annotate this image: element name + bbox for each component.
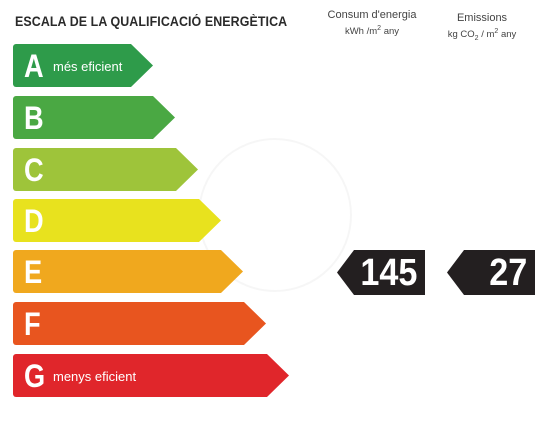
emissions-label: Emissions — [456, 12, 508, 24]
emissions-header: Emissions kg CO2 / m2 any — [432, 11, 532, 46]
rating-label: més eficient — [53, 59, 123, 74]
rating-letter: A — [24, 48, 44, 84]
rating-label: menys eficient — [53, 369, 137, 384]
rating-letter: B — [24, 100, 44, 136]
rating-bar-b: B — [13, 96, 175, 139]
consumption-indicator: 145 — [337, 250, 425, 295]
emissions-value: 27 — [488, 252, 527, 294]
rating-bar-e: E — [13, 250, 243, 293]
rating-letter: F — [24, 306, 41, 342]
rating-bar-f: F — [13, 302, 266, 345]
rating-letter: E — [24, 254, 43, 290]
rating-bar-g: G menys eficient — [13, 354, 289, 397]
emissions-unit: kg CO2 / m2 any — [447, 28, 517, 43]
rating-bar-a: A més eficient — [13, 44, 153, 87]
consumption-unit: kWh /m2 any — [344, 25, 400, 38]
rating-letter: G — [24, 358, 46, 394]
consumption-value: 145 — [359, 252, 417, 294]
consumption-label: Consum d'energia — [327, 9, 417, 21]
consumption-header: Consum d'energia kWh /m2 any — [322, 8, 422, 39]
rating-letter: D — [24, 203, 44, 239]
emissions-indicator: 27 — [447, 250, 535, 295]
rating-bar-d: D — [13, 199, 221, 242]
rating-letter: C — [24, 152, 44, 188]
rating-bar-c: C — [13, 148, 198, 191]
scale-title: ESCALA DE LA QUALIFICACIÓ ENERGÈTICA — [15, 14, 288, 29]
